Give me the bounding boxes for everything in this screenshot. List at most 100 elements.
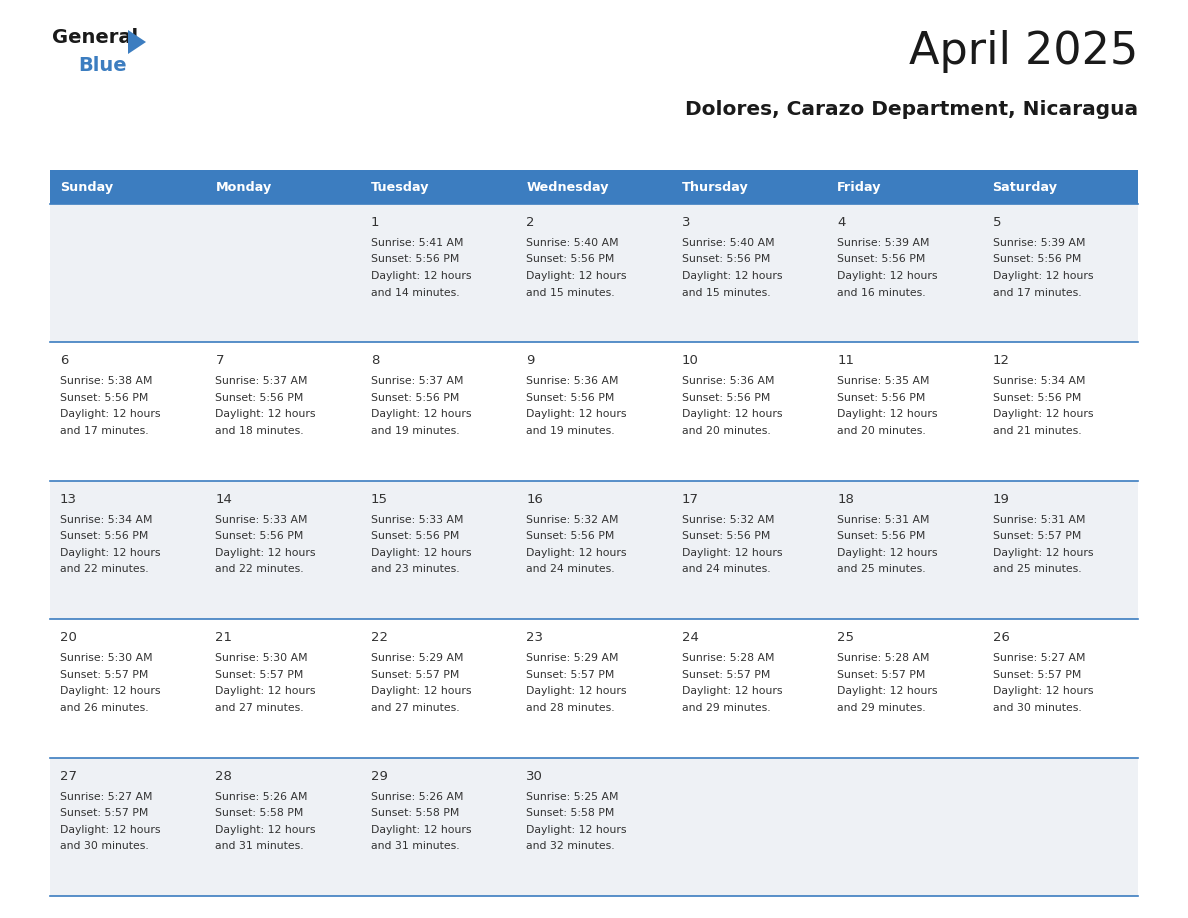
Text: and 24 minutes.: and 24 minutes. xyxy=(526,565,615,575)
Text: 25: 25 xyxy=(838,632,854,644)
Text: Sunrise: 5:32 AM: Sunrise: 5:32 AM xyxy=(682,515,775,525)
Text: Sunset: 5:56 PM: Sunset: 5:56 PM xyxy=(371,254,460,264)
Text: 15: 15 xyxy=(371,493,387,506)
Bar xyxy=(50,481,1138,620)
Bar xyxy=(671,170,827,204)
Text: Daylight: 12 hours: Daylight: 12 hours xyxy=(992,409,1093,420)
Text: Dolores, Carazo Department, Nicaragua: Dolores, Carazo Department, Nicaragua xyxy=(684,100,1138,119)
Text: Sunrise: 5:40 AM: Sunrise: 5:40 AM xyxy=(682,238,775,248)
Text: Sunset: 5:57 PM: Sunset: 5:57 PM xyxy=(61,808,148,818)
Text: Sunrise: 5:33 AM: Sunrise: 5:33 AM xyxy=(215,515,308,525)
Text: Sunset: 5:58 PM: Sunset: 5:58 PM xyxy=(371,808,460,818)
Text: Sunset: 5:56 PM: Sunset: 5:56 PM xyxy=(838,254,925,264)
Text: and 29 minutes.: and 29 minutes. xyxy=(682,702,770,712)
Text: and 29 minutes.: and 29 minutes. xyxy=(838,702,925,712)
Text: 3: 3 xyxy=(682,216,690,229)
Text: Sunrise: 5:36 AM: Sunrise: 5:36 AM xyxy=(682,376,775,386)
Text: Daylight: 12 hours: Daylight: 12 hours xyxy=(838,271,937,281)
Text: 29: 29 xyxy=(371,769,387,783)
Text: Daylight: 12 hours: Daylight: 12 hours xyxy=(215,409,316,420)
Text: Sunset: 5:56 PM: Sunset: 5:56 PM xyxy=(215,532,304,542)
Text: 2: 2 xyxy=(526,216,535,229)
Text: and 30 minutes.: and 30 minutes. xyxy=(61,841,148,851)
Text: Sunrise: 5:27 AM: Sunrise: 5:27 AM xyxy=(61,791,152,801)
Text: 7: 7 xyxy=(215,354,223,367)
Text: Sunday: Sunday xyxy=(61,181,113,194)
Text: and 16 minutes.: and 16 minutes. xyxy=(838,287,925,297)
Text: Sunset: 5:57 PM: Sunset: 5:57 PM xyxy=(215,670,304,679)
Text: Sunset: 5:56 PM: Sunset: 5:56 PM xyxy=(526,254,614,264)
Polygon shape xyxy=(128,30,146,54)
Text: 16: 16 xyxy=(526,493,543,506)
Text: Sunrise: 5:27 AM: Sunrise: 5:27 AM xyxy=(992,654,1085,663)
Bar xyxy=(982,170,1138,204)
Text: 23: 23 xyxy=(526,632,543,644)
Text: Daylight: 12 hours: Daylight: 12 hours xyxy=(682,409,782,420)
Text: Sunrise: 5:28 AM: Sunrise: 5:28 AM xyxy=(682,654,775,663)
Bar xyxy=(50,342,1138,481)
Text: Sunrise: 5:29 AM: Sunrise: 5:29 AM xyxy=(371,654,463,663)
Text: and 19 minutes.: and 19 minutes. xyxy=(526,426,615,436)
Text: Blue: Blue xyxy=(78,56,127,75)
Text: Sunrise: 5:30 AM: Sunrise: 5:30 AM xyxy=(215,654,308,663)
Text: Sunrise: 5:29 AM: Sunrise: 5:29 AM xyxy=(526,654,619,663)
Text: April 2025: April 2025 xyxy=(909,30,1138,73)
Text: and 27 minutes.: and 27 minutes. xyxy=(371,702,460,712)
Text: Daylight: 12 hours: Daylight: 12 hours xyxy=(61,409,160,420)
Text: Sunrise: 5:41 AM: Sunrise: 5:41 AM xyxy=(371,238,463,248)
Text: Daylight: 12 hours: Daylight: 12 hours xyxy=(682,271,782,281)
Text: Sunrise: 5:30 AM: Sunrise: 5:30 AM xyxy=(61,654,152,663)
Text: 1: 1 xyxy=(371,216,379,229)
Text: 30: 30 xyxy=(526,769,543,783)
Text: Wednesday: Wednesday xyxy=(526,181,608,194)
Text: and 21 minutes.: and 21 minutes. xyxy=(992,426,1081,436)
Text: Sunset: 5:56 PM: Sunset: 5:56 PM xyxy=(526,532,614,542)
Text: Daylight: 12 hours: Daylight: 12 hours xyxy=(526,271,627,281)
Text: Sunrise: 5:25 AM: Sunrise: 5:25 AM xyxy=(526,791,619,801)
Text: 6: 6 xyxy=(61,354,69,367)
Text: 9: 9 xyxy=(526,354,535,367)
Text: Sunset: 5:56 PM: Sunset: 5:56 PM xyxy=(371,532,460,542)
Text: Sunset: 5:56 PM: Sunset: 5:56 PM xyxy=(838,532,925,542)
Text: Daylight: 12 hours: Daylight: 12 hours xyxy=(526,548,627,558)
Text: Sunset: 5:57 PM: Sunset: 5:57 PM xyxy=(682,670,770,679)
Text: Sunset: 5:56 PM: Sunset: 5:56 PM xyxy=(992,254,1081,264)
Text: 27: 27 xyxy=(61,769,77,783)
Text: Sunrise: 5:26 AM: Sunrise: 5:26 AM xyxy=(371,791,463,801)
Text: and 18 minutes.: and 18 minutes. xyxy=(215,426,304,436)
Text: 14: 14 xyxy=(215,493,233,506)
Text: Daylight: 12 hours: Daylight: 12 hours xyxy=(838,409,937,420)
Bar xyxy=(827,170,982,204)
Bar xyxy=(50,204,1138,342)
Text: Sunrise: 5:39 AM: Sunrise: 5:39 AM xyxy=(838,238,930,248)
Text: Daylight: 12 hours: Daylight: 12 hours xyxy=(992,548,1093,558)
Text: Sunrise: 5:34 AM: Sunrise: 5:34 AM xyxy=(992,376,1085,386)
Bar xyxy=(206,170,361,204)
Text: Sunset: 5:57 PM: Sunset: 5:57 PM xyxy=(992,670,1081,679)
Text: Daylight: 12 hours: Daylight: 12 hours xyxy=(371,271,472,281)
Text: Sunrise: 5:37 AM: Sunrise: 5:37 AM xyxy=(371,376,463,386)
Text: Daylight: 12 hours: Daylight: 12 hours xyxy=(61,824,160,834)
Text: Daylight: 12 hours: Daylight: 12 hours xyxy=(371,409,472,420)
Text: Daylight: 12 hours: Daylight: 12 hours xyxy=(61,548,160,558)
Text: Daylight: 12 hours: Daylight: 12 hours xyxy=(371,824,472,834)
Text: 26: 26 xyxy=(992,632,1010,644)
Text: and 14 minutes.: and 14 minutes. xyxy=(371,287,460,297)
Text: 19: 19 xyxy=(992,493,1010,506)
Text: and 30 minutes.: and 30 minutes. xyxy=(992,702,1081,712)
Text: and 17 minutes.: and 17 minutes. xyxy=(992,287,1081,297)
Text: 8: 8 xyxy=(371,354,379,367)
Text: and 31 minutes.: and 31 minutes. xyxy=(215,841,304,851)
Text: Sunrise: 5:28 AM: Sunrise: 5:28 AM xyxy=(838,654,930,663)
Text: Daylight: 12 hours: Daylight: 12 hours xyxy=(61,686,160,696)
Text: Daylight: 12 hours: Daylight: 12 hours xyxy=(215,686,316,696)
Text: Sunrise: 5:32 AM: Sunrise: 5:32 AM xyxy=(526,515,619,525)
Text: Sunrise: 5:36 AM: Sunrise: 5:36 AM xyxy=(526,376,619,386)
Text: and 25 minutes.: and 25 minutes. xyxy=(992,565,1081,575)
Text: Friday: Friday xyxy=(838,181,881,194)
Text: Sunset: 5:57 PM: Sunset: 5:57 PM xyxy=(992,532,1081,542)
Text: Sunset: 5:57 PM: Sunset: 5:57 PM xyxy=(526,670,614,679)
Text: 13: 13 xyxy=(61,493,77,506)
Text: Daylight: 12 hours: Daylight: 12 hours xyxy=(992,686,1093,696)
Text: Sunset: 5:56 PM: Sunset: 5:56 PM xyxy=(682,393,770,403)
